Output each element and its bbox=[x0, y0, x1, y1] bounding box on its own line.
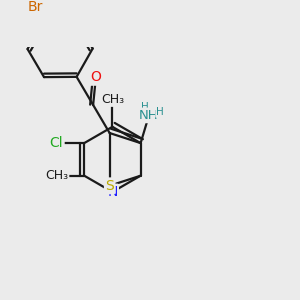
Text: NH: NH bbox=[139, 109, 159, 122]
Text: CH₃: CH₃ bbox=[101, 93, 124, 106]
Text: CH₃: CH₃ bbox=[45, 169, 68, 182]
Text: Br: Br bbox=[28, 0, 43, 14]
Text: S: S bbox=[105, 179, 114, 193]
Text: H: H bbox=[141, 102, 149, 112]
Text: H: H bbox=[156, 107, 164, 117]
Text: Cl: Cl bbox=[50, 136, 63, 150]
Text: N: N bbox=[107, 185, 118, 199]
Text: O: O bbox=[90, 70, 101, 84]
